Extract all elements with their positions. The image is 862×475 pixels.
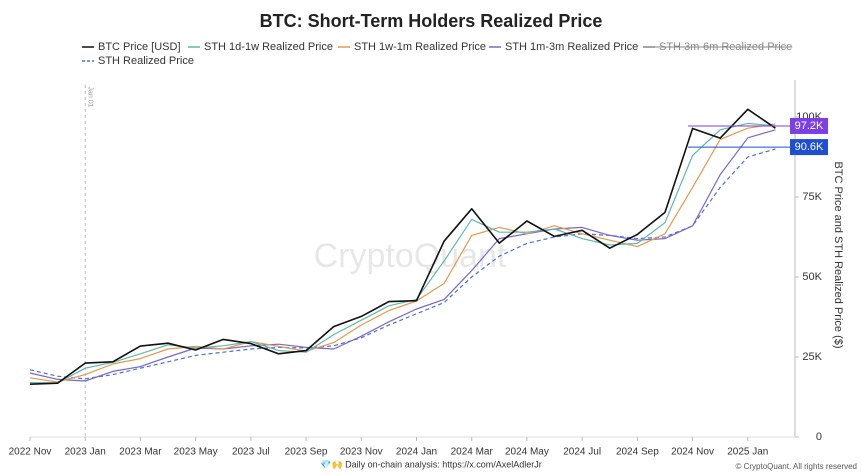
legend-label: STH 1d-1w Realized Price bbox=[204, 41, 333, 53]
series-line bbox=[29, 148, 776, 380]
legend-label: BTC Price [USD] bbox=[98, 41, 181, 53]
legend-label: STH 1w-1m Realized Price bbox=[354, 41, 486, 53]
y-tick-label: 25K bbox=[802, 351, 822, 363]
y-tick-label: 75K bbox=[802, 191, 822, 203]
legend-label: STH Realized Price bbox=[98, 55, 194, 67]
y-tick-label: 0 bbox=[816, 431, 822, 443]
x-tick-label: 2023 Jul bbox=[232, 447, 270, 458]
series-line bbox=[29, 122, 776, 384]
x-tick-label: 2024 Jan bbox=[396, 447, 437, 458]
x-tick-label: 2024 Nov bbox=[671, 447, 714, 458]
x-tick-label: 2024 May bbox=[505, 447, 549, 458]
series-line bbox=[29, 108, 776, 385]
x-tick-label: 2023 May bbox=[174, 447, 218, 458]
y-tick-label: 50K bbox=[802, 271, 822, 283]
copyright: © CryptoQuant. All rights reserved bbox=[736, 462, 858, 471]
chart-title: BTC: Short-Term Holders Realized Price bbox=[260, 11, 603, 31]
x-tick-label: 2023 Mar bbox=[119, 447, 162, 458]
footer: 💎🙌 Daily on-chain analysis: https://x.co… bbox=[320, 459, 542, 469]
x-tick-label: 2024 Sep bbox=[616, 447, 659, 458]
price-box bbox=[790, 117, 828, 134]
price-label: 97.2K bbox=[795, 120, 824, 132]
price-box bbox=[790, 139, 828, 156]
x-tick-label: 2022 Nov bbox=[9, 447, 52, 458]
legend-label: STH 1m-3m Realized Price bbox=[505, 41, 638, 53]
series-line bbox=[29, 123, 776, 383]
price-label: 90.6K bbox=[795, 141, 824, 153]
x-tick-label: 2024 Jul bbox=[563, 447, 601, 458]
watermark: CryptoQuant bbox=[314, 237, 507, 275]
y-axis-label: BTC Price and STH Realized Price ($) bbox=[832, 161, 844, 348]
x-tick-label: 2023 Nov bbox=[340, 447, 383, 458]
vline-label: Jan 01 bbox=[86, 86, 93, 107]
x-tick-label: 2025 Jan bbox=[727, 447, 768, 458]
x-tick-label: 2023 Sep bbox=[285, 447, 328, 458]
series-line bbox=[29, 129, 776, 382]
x-tick-label: 2023 Jan bbox=[65, 447, 106, 458]
x-tick-label: 2024 Mar bbox=[451, 447, 494, 458]
